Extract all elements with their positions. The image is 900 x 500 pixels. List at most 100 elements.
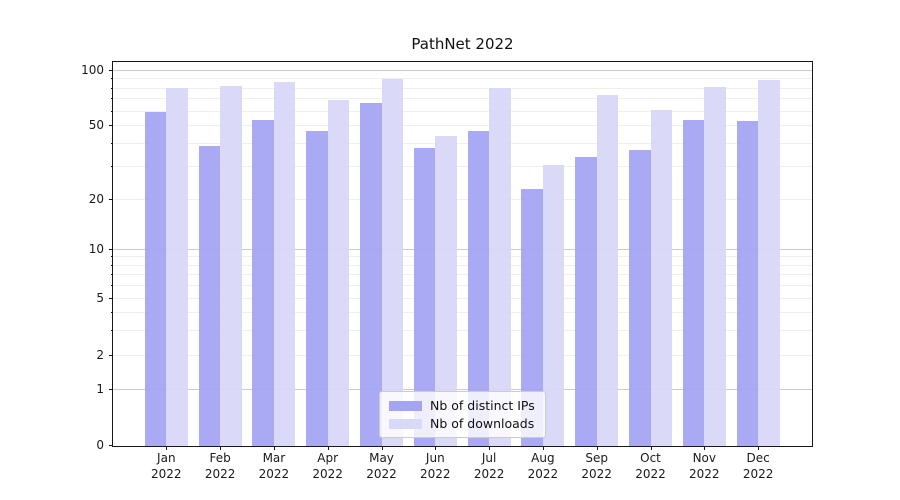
- major-gridline: [113, 249, 812, 250]
- plot-area: [112, 61, 813, 447]
- y-axis-tick: [109, 249, 113, 250]
- bar-nb-of-distinct-ips: [306, 131, 328, 446]
- minor-gridline: [113, 78, 812, 80]
- x-axis-tick-label: Nov 2022: [676, 450, 732, 482]
- y-axis-minor-tick: [111, 166, 113, 168]
- month-label: Nov: [692, 451, 716, 465]
- legend-item-distinct-ips: Nb of distinct IPs: [389, 399, 536, 412]
- x-axis-tick: [435, 446, 437, 450]
- x-axis-tick-label: Feb 2022: [192, 450, 248, 482]
- y-axis-tick: [109, 199, 113, 200]
- y-axis-tick-label: 10: [88, 242, 104, 256]
- bar-nb-of-downloads: [758, 80, 780, 446]
- year-label: 2022: [258, 467, 290, 481]
- year-label: 2022: [204, 467, 236, 481]
- x-axis-tick: [542, 446, 544, 450]
- y-axis-minor-tick: [111, 110, 113, 112]
- x-axis-tick: [596, 446, 598, 450]
- bar-nb-of-downloads: [327, 100, 350, 446]
- minor-gridline: [113, 264, 812, 266]
- major-gridline: [113, 389, 812, 390]
- minor-gridline: [113, 285, 812, 287]
- bar-nb-of-downloads: [704, 86, 726, 446]
- x-axis-tick-label: Jun 2022: [407, 450, 463, 482]
- chart-title: PathNet 2022: [411, 35, 514, 53]
- x-axis-tick: [704, 446, 706, 450]
- bar-nb-of-distinct-ips: [629, 150, 651, 446]
- bar-nb-of-downloads: [542, 164, 565, 446]
- year-label: 2022: [366, 467, 397, 481]
- bar-nb-of-downloads: [381, 79, 403, 446]
- minor-gridline: [113, 311, 812, 313]
- bar-nb-of-distinct-ips: [467, 131, 490, 446]
- y-axis-minor-tick: [111, 274, 113, 276]
- x-axis-tick-label: Jul 2022: [461, 450, 517, 482]
- year-label: 2022: [581, 467, 612, 481]
- legend-swatch-distinct-ips: [389, 400, 422, 411]
- x-axis-tick: [166, 446, 168, 450]
- year-label: 2022: [151, 467, 182, 481]
- y-axis-tick: [109, 298, 113, 299]
- month-label: Dec: [746, 451, 770, 465]
- x-axis-tick: [273, 446, 275, 450]
- month-label: Aug: [531, 451, 555, 465]
- month-label: Jan: [157, 451, 176, 465]
- x-axis-tick-label: May 2022: [354, 450, 410, 482]
- minor-gridline: [113, 143, 812, 145]
- bar-nb-of-downloads: [220, 85, 242, 446]
- y-axis-tick: [109, 355, 113, 356]
- x-axis-tick: [220, 446, 222, 450]
- x-axis-tick-label: Dec 2022: [730, 450, 786, 482]
- year-label: 2022: [527, 467, 559, 481]
- bar-nb-of-distinct-ips: [144, 111, 167, 446]
- x-axis-tick-label: Oct 2022: [623, 450, 679, 482]
- bar-nb-of-downloads: [273, 82, 296, 446]
- x-axis-tick: [489, 446, 491, 450]
- y-axis-minor-tick: [111, 143, 113, 145]
- bar-nb-of-distinct-ips: [736, 121, 759, 446]
- x-axis-tick-label: Mar 2022: [246, 450, 302, 482]
- x-axis-tick: [381, 446, 383, 450]
- month-label: Oct: [640, 451, 661, 465]
- y-axis-tick-label: 20: [88, 192, 104, 206]
- y-axis-tick-label: 1: [96, 382, 104, 396]
- y-axis-minor-tick: [111, 311, 113, 313]
- x-axis-tick: [327, 446, 329, 450]
- minor-gridline: [113, 355, 812, 356]
- y-axis-tick-label: 0: [96, 438, 104, 452]
- y-axis-minor-tick: [111, 78, 113, 80]
- x-axis-tick-label: Aug 2022: [515, 450, 571, 482]
- year-label: 2022: [420, 467, 451, 481]
- month-label: May: [369, 451, 394, 465]
- month-label: Feb: [209, 451, 231, 465]
- minor-gridline: [113, 125, 812, 126]
- bar-nb-of-downloads: [435, 136, 457, 446]
- bar-nb-of-distinct-ips: [413, 148, 436, 446]
- y-axis-minor-tick: [111, 329, 113, 331]
- y-axis-tick-label: 5: [96, 291, 104, 305]
- minor-gridline: [113, 329, 812, 331]
- y-axis-minor-tick: [111, 256, 113, 258]
- y-axis-tick: [109, 445, 113, 446]
- major-gridline: [113, 70, 812, 71]
- bar-nb-of-distinct-ips: [575, 157, 597, 446]
- y-axis-tick-label: 50: [88, 118, 104, 132]
- legend-item-downloads: Nb of downloads: [389, 417, 536, 430]
- bar-nb-of-downloads: [596, 94, 619, 446]
- minor-gridline: [113, 274, 812, 276]
- minor-gridline: [113, 110, 812, 112]
- minor-gridline: [113, 298, 812, 299]
- legend-label-downloads: Nb of downloads: [430, 416, 535, 431]
- x-axis-tick: [650, 446, 652, 450]
- bar-nb-of-downloads: [489, 87, 511, 446]
- y-axis-tick-label: 100: [81, 63, 104, 77]
- bar-nb-of-distinct-ips: [360, 102, 382, 446]
- month-label: Jun: [425, 451, 445, 465]
- minor-gridline: [113, 199, 812, 200]
- year-label: 2022: [689, 467, 720, 481]
- x-axis-tick-label: Jan 2022: [138, 450, 194, 482]
- year-label: 2022: [312, 467, 343, 481]
- y-axis-tick-label: 2: [96, 348, 104, 362]
- y-axis-tick: [109, 125, 113, 126]
- month-label: Sep: [585, 451, 608, 465]
